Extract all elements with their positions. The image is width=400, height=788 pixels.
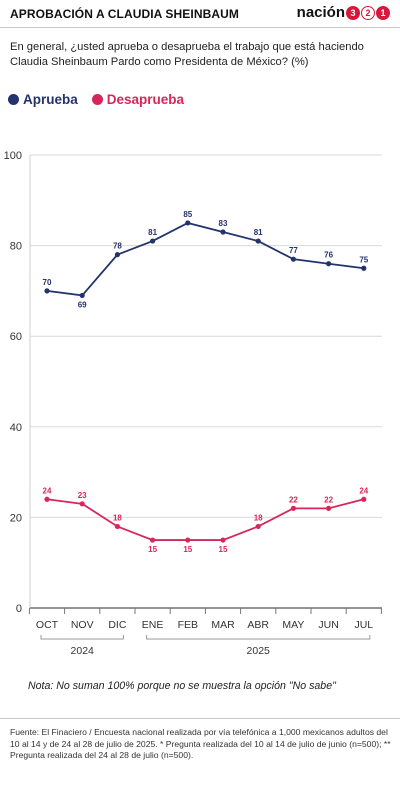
- x-tick-label: MAR: [211, 619, 235, 631]
- legend-item-desaprueba: Desaprueba: [91, 92, 185, 107]
- data-label: 77: [289, 246, 298, 255]
- header-divider: [0, 27, 400, 28]
- chart-source: Fuente: El Finaciero / Encuesta nacional…: [10, 727, 391, 760]
- data-point: [326, 261, 332, 267]
- data-point: [361, 265, 367, 271]
- line-chart: 0 20 40 60 80 100 OCT NOV DIC ENE FEB MAR ABR MAY JUN J…: [4, 150, 382, 657]
- y-tick-label: 20: [10, 512, 22, 524]
- data-label: 69: [78, 300, 87, 309]
- header: APROBACIÓN A CLAUDIA SHEINBAUM nación 3 …: [10, 4, 390, 22]
- x-tick-label: JUN: [318, 619, 338, 631]
- data-label: 76: [324, 251, 333, 260]
- x-tick-label: ABR: [247, 619, 269, 631]
- data-label: 15: [183, 545, 192, 554]
- year-bracket: [40, 635, 124, 640]
- data-point: [114, 252, 120, 258]
- legend: Aprueba Desaprueba: [8, 92, 184, 107]
- chart-subtitle: En general, ¿usted aprueba o desaprueba …: [10, 41, 364, 68]
- data-point: [185, 537, 191, 543]
- data-point: [326, 505, 332, 511]
- brand-digit: 1: [376, 5, 390, 20]
- x-tick-label: DIC: [108, 619, 127, 631]
- y-tick-label: 0: [16, 603, 22, 615]
- x-tick-label: JUL: [354, 619, 373, 631]
- legend-label-aprueba: Aprueba: [23, 92, 78, 107]
- data-point: [220, 229, 226, 235]
- data-point: [361, 496, 367, 502]
- x-tick-label: ENE: [142, 619, 164, 631]
- y-tick-label: 80: [10, 241, 22, 253]
- x-tick-label: NOV: [71, 619, 94, 631]
- data-label: 81: [254, 228, 263, 237]
- data-label: 15: [148, 545, 157, 554]
- year-label: 2025: [247, 645, 271, 657]
- data-label: 18: [254, 513, 263, 522]
- x-tick-label: MAY: [282, 619, 304, 631]
- series-line-aprueba: [46, 221, 364, 297]
- footer-divider: [0, 718, 400, 719]
- data-label: 22: [324, 495, 333, 504]
- data-label: 23: [78, 491, 87, 500]
- chart-title: APROBACIÓN A CLAUDIA SHEINBAUM: [10, 7, 239, 21]
- series-line-desaprueba: [46, 498, 365, 541]
- legend-dot-desaprueba: [91, 94, 103, 105]
- data-point: [44, 288, 50, 294]
- chart-note: Nota: No suman 100% porque no se muestra…: [28, 680, 336, 692]
- brand-digit: 2: [361, 5, 375, 20]
- data-point: [150, 238, 156, 244]
- data-label: 70: [43, 278, 52, 287]
- data-label: 78: [113, 242, 122, 251]
- data-label: 75: [359, 255, 368, 264]
- y-tick-label: 40: [10, 422, 22, 434]
- data-point: [114, 523, 120, 530]
- data-label: 24: [43, 486, 52, 495]
- data-label: 24: [359, 486, 368, 495]
- data-label: 83: [219, 219, 228, 228]
- data-label: 85: [183, 210, 192, 219]
- brand-digit: 3: [346, 5, 360, 20]
- x-tick-label: OCT: [36, 619, 59, 631]
- data-point: [185, 220, 191, 226]
- data-point: [255, 238, 261, 244]
- brand-logo: nación 3 2 1: [297, 4, 390, 21]
- legend-item-aprueba: Aprueba: [8, 92, 78, 107]
- data-label: 15: [219, 545, 228, 554]
- year-bracket: [146, 635, 371, 640]
- data-point: [150, 537, 156, 543]
- data-point: [79, 292, 85, 299]
- data-label: 81: [148, 228, 157, 237]
- data-label: 18: [113, 513, 122, 522]
- data-label: 22: [289, 495, 298, 504]
- x-tick-label: FEB: [178, 619, 198, 631]
- y-tick-label: 100: [4, 150, 22, 162]
- data-point: [44, 496, 50, 502]
- y-tick-label: 60: [10, 331, 22, 343]
- data-point: [220, 537, 226, 543]
- data-point: [290, 256, 296, 262]
- legend-label-desaprueba: Desaprueba: [106, 92, 185, 107]
- year-label: 2024: [71, 645, 95, 657]
- brand-text: nación: [296, 4, 345, 21]
- data-point: [255, 523, 261, 530]
- data-point: [79, 501, 85, 507]
- data-point: [290, 505, 296, 511]
- legend-dot-aprueba: [8, 94, 19, 105]
